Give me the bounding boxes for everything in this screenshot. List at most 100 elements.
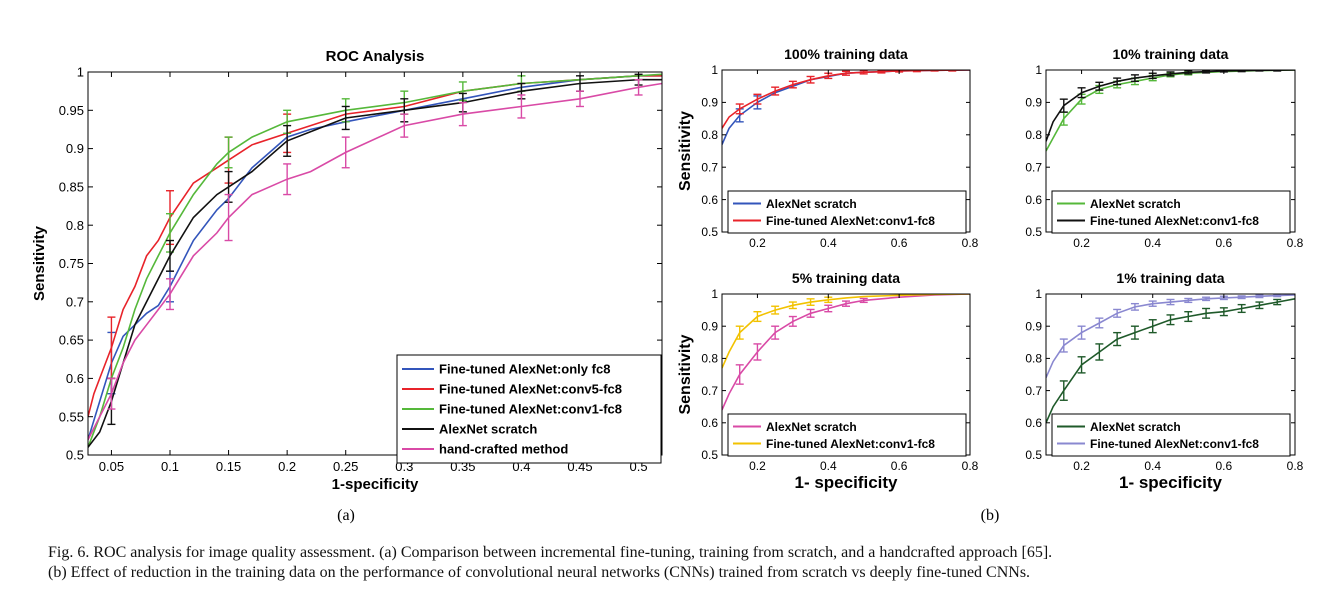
x-tick-label: 0.8: [1287, 459, 1304, 473]
error-bar: [1184, 70, 1193, 75]
series-line-1: [1046, 298, 1295, 424]
error-bar: [576, 90, 584, 108]
legend-label: Fine-tuned AlexNet:conv1-fc8: [1090, 214, 1259, 228]
error-bar: [1077, 87, 1086, 99]
legend-label: Fine-tuned AlexNet:conv1-fc8: [766, 214, 935, 228]
y-tick-label: 0.6: [701, 193, 718, 207]
error-bar: [1130, 302, 1139, 311]
y-tick-label: 0.6: [701, 416, 718, 430]
error-bar: [1148, 300, 1157, 307]
error-bar: [1095, 317, 1104, 329]
error-bar: [517, 94, 526, 119]
y-axis-label: Sensitivity: [31, 225, 48, 301]
legend-label: AlexNet scratch: [1090, 197, 1181, 211]
legend-label: Fine-tuned AlexNet:conv1-fc8: [766, 437, 935, 451]
legend-label: AlexNet scratch: [1090, 420, 1181, 434]
y-tick-label: 1: [1035, 63, 1042, 77]
chart-title: 1% training data: [1116, 270, 1224, 286]
error-bar: [1273, 294, 1282, 298]
x-tick-label: 0.8: [962, 459, 979, 473]
error-bar: [771, 325, 780, 340]
y-tick-label: 0.95: [59, 103, 84, 118]
series-line-2: [1046, 294, 1295, 379]
x-tick-label: 0.8: [962, 236, 979, 250]
error-bar: [1237, 295, 1246, 300]
y-tick-label: 0.8: [1025, 352, 1042, 366]
error-bar: [1059, 98, 1068, 113]
y-tick-label: 0.7: [1025, 160, 1042, 174]
error-bar: [753, 343, 762, 361]
y-tick-label: 0.5: [1025, 225, 1042, 239]
x-tick-label: 0.6: [891, 236, 908, 250]
figure-caption: Fig. 6. ROC analysis for image quality a…: [48, 543, 1318, 583]
x-tick-label: 0.2: [1073, 459, 1090, 473]
chart-panel-5: 0.2 0.4 0.6 0.8 0.5 0.6 0.7 0.8 0.9 1 1% training …: [1025, 270, 1303, 492]
error-bar: [788, 301, 797, 310]
y-axis-label: Sensitivity: [677, 334, 694, 414]
chart-title: 5% training data: [792, 270, 900, 286]
error-bar: [1130, 74, 1139, 83]
error-bar: [771, 305, 780, 315]
y-tick-label: 0.9: [701, 319, 718, 333]
x-tick-label: 0.05: [99, 459, 124, 474]
legend-label: Fine-tuned AlexNet:conv1-fc8: [439, 402, 622, 417]
error-bar: [1184, 297, 1193, 304]
error-bar: [735, 325, 744, 340]
caption-line-1: Fig. 6. ROC analysis for image quality a…: [48, 544, 1053, 561]
x-tick-label: 0.2: [278, 459, 296, 474]
x-tick-label: 0.6: [891, 459, 908, 473]
panel-label: (b): [981, 507, 1000, 524]
error-bar: [842, 70, 850, 76]
error-bar: [107, 377, 116, 410]
y-tick-label: 0.6: [66, 371, 84, 386]
error-bar: [1130, 325, 1139, 340]
x-tick-label: 0.8: [1287, 236, 1304, 250]
x-tick-label: 0.4: [1144, 236, 1161, 250]
legend-label: AlexNet scratch: [766, 420, 857, 434]
chart-panel-4: 0.2 0.4 0.6 0.8 0.5 0.6 0.7 0.8 0.9 1 5% training …: [677, 270, 999, 524]
series-line-1: [1046, 70, 1295, 152]
error-bar: [735, 103, 744, 115]
legend-box: [1051, 190, 1291, 234]
error-bar: [166, 278, 174, 311]
error-bar: [1077, 356, 1086, 374]
x-axis-label: 1- specificity: [795, 473, 899, 492]
chart-panel-1: 0.05 0.1 0.15 0.2 0.25 0.3 0.35 0.4 0.45 0.50.50.…: [31, 48, 663, 524]
panel-label: (a): [337, 507, 355, 524]
error-bar: [1166, 71, 1175, 77]
chart-title: ROC Analysis: [326, 48, 425, 65]
error-bar: [806, 298, 815, 306]
y-tick-label: 0.8: [701, 352, 718, 366]
error-bar: [400, 113, 409, 138]
y-tick-label: 0.7: [1025, 384, 1042, 398]
legend: AlexNet scratch Fine-tuned AlexNet:conv1-…: [1051, 190, 1291, 234]
y-tick-label: 1: [711, 63, 718, 77]
error-bar: [753, 93, 762, 105]
legend-box: [1051, 413, 1291, 457]
series-line-1: [722, 70, 970, 145]
legend-label: hand-crafted method: [439, 442, 568, 457]
y-tick-label: 1: [1035, 287, 1042, 301]
y-tick-label: 0.55: [59, 409, 84, 424]
chart-title: 10% training data: [1113, 46, 1229, 62]
error-bar: [1166, 298, 1175, 306]
chart-panel-3: 0.2 0.4 0.6 0.8 0.5 0.6 0.7 0.8 0.9 1 10% training…: [1025, 46, 1303, 250]
y-tick-label: 0.5: [66, 448, 84, 463]
chart-panel-2: 0.2 0.4 0.6 0.8 0.5 0.6 0.7 0.8 0.9 1 100% trainin…: [677, 46, 979, 250]
y-tick-label: 0.5: [1025, 448, 1042, 462]
y-tick-label: 0.6: [1025, 416, 1042, 430]
y-tick-label: 0.8: [66, 218, 84, 233]
x-tick-label: 0.6: [1216, 236, 1233, 250]
error-bar: [341, 136, 350, 169]
error-bar: [166, 239, 174, 272]
error-bar: [1273, 298, 1282, 306]
y-tick-label: 0.7: [66, 294, 84, 309]
legend: AlexNet scratch Fine-tuned AlexNet:conv1-…: [727, 190, 967, 234]
y-tick-label: 0.7: [701, 384, 718, 398]
error-bar: [1113, 331, 1122, 347]
series-line-2: [722, 70, 970, 129]
legend-label: Fine-tuned AlexNet:only fc8: [439, 362, 610, 377]
error-bar: [1077, 325, 1086, 340]
x-tick-label: 0.4: [1144, 459, 1161, 473]
